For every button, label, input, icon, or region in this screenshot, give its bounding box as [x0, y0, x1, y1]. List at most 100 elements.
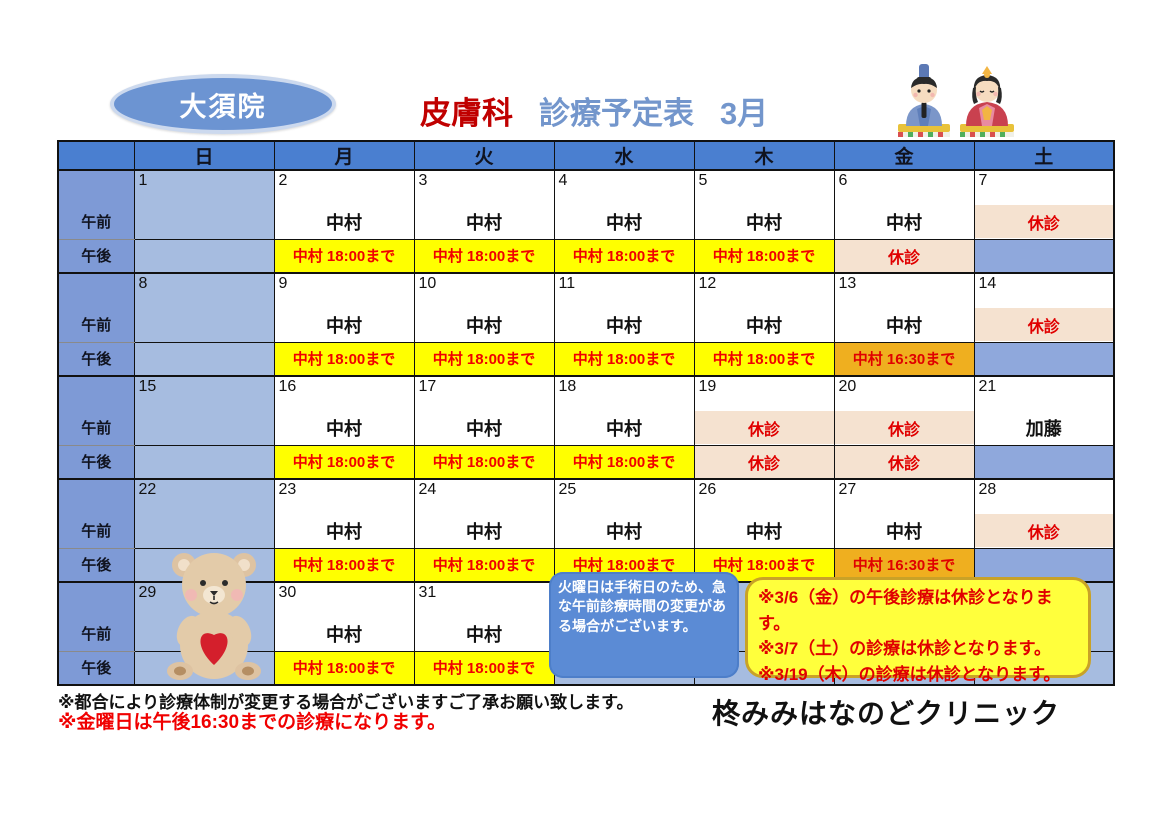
morning-staff: 休診: [975, 514, 1113, 547]
date-number: 21: [978, 378, 997, 395]
morning-staff: 中村: [886, 315, 922, 336]
morning-staff: 休診: [975, 205, 1113, 238]
morning-staff: 中村: [746, 315, 782, 336]
day-cell-afternoon: 中村 18:00まで: [413, 547, 555, 583]
day-cell-afternoon: 休診: [833, 444, 975, 480]
hina-dolls-icon: [898, 64, 1014, 137]
closure-notes-box: ※3/6（金）の午後診療は休診となります。 ※3/7（土）の診療は休診となります…: [745, 577, 1091, 684]
date-number: 23: [278, 481, 297, 498]
date-number: 24: [418, 481, 437, 498]
day-cell-morning: 20 休診: [833, 375, 975, 446]
morning-staff: 中村: [326, 315, 362, 336]
morning-staff: 休診: [835, 411, 973, 444]
day-cell-afternoon: [133, 341, 275, 377]
morning-staff: 中村: [326, 418, 362, 439]
day-cell-afternoon: [133, 238, 275, 274]
day-cell-morning: 6 中村: [833, 169, 975, 240]
date-number: 27: [838, 481, 857, 498]
day-cell-afternoon: [973, 341, 1115, 377]
weekday-sat: 土: [973, 140, 1115, 171]
date-number: 14: [978, 275, 997, 292]
time-label-morning: 午前: [57, 478, 135, 549]
day-cell-morning: 18 中村: [553, 375, 695, 446]
morning-staff: 中村: [326, 521, 362, 542]
day-cell-morning: 4 中村: [553, 169, 695, 240]
day-cell-morning: 7 休診: [973, 169, 1115, 240]
morning-staff: [135, 411, 273, 444]
day-cell-afternoon: [973, 238, 1115, 274]
weekday-sun: 日: [133, 140, 275, 171]
time-label-morning: 午前: [57, 375, 135, 446]
morning-staff: 中村: [746, 521, 782, 542]
day-cell-morning: 1: [133, 169, 275, 240]
day-cell-morning: 12 中村: [693, 272, 835, 343]
day-cell-afternoon: 中村 16:30まで: [833, 547, 975, 583]
morning-staff: 中村: [886, 521, 922, 542]
time-label-morning: 午前: [57, 272, 135, 343]
day-cell-afternoon: 休診: [693, 444, 835, 480]
morning-staff: [135, 205, 273, 238]
corner-cell: [57, 140, 135, 171]
day-cell-morning: 15: [133, 375, 275, 446]
date-number: 28: [978, 481, 997, 498]
date-number: 22: [138, 481, 157, 498]
morning-staff: 中村: [466, 521, 502, 542]
clinic-branch-badge: 大須院: [110, 74, 336, 134]
clinic-branch-label: 大須院: [179, 91, 267, 122]
day-cell-morning: 21 加藤: [973, 375, 1115, 446]
morning-staff: 中村: [326, 212, 362, 233]
date-number: 3: [418, 172, 428, 189]
date-number: 18: [558, 378, 577, 395]
date-number: 30: [278, 584, 297, 601]
closure-note-2: ※3/7（土）の診療は休診となります。: [758, 639, 1051, 658]
date-number: 8: [138, 275, 148, 292]
day-cell-afternoon: 中村 18:00まで: [413, 650, 555, 686]
teddy-bear-heart-icon: [167, 553, 261, 680]
title-schedule: 診療予定表: [539, 96, 694, 131]
day-cell-morning: 26 中村: [693, 478, 835, 549]
time-label-morning: 午前: [57, 169, 135, 240]
day-cell-morning: 5 中村: [693, 169, 835, 240]
day-cell-afternoon: 中村 18:00まで: [273, 444, 415, 480]
date-number: 15: [138, 378, 157, 395]
morning-staff: 中村: [466, 418, 502, 439]
weekday-wed: 水: [553, 140, 695, 171]
day-cell-afternoon: 中村 18:00まで: [413, 238, 555, 274]
date-number: 31: [418, 584, 437, 601]
surgery-note-text: 火曜日は手術日のため、急な午前診療時間の変更がある場合がございます。: [558, 579, 726, 634]
day-cell-morning: 31 中村: [413, 581, 555, 652]
weekday-fri: 金: [833, 140, 975, 171]
morning-staff: 中村: [606, 521, 642, 542]
morning-staff: 中村: [466, 624, 502, 645]
date-number: 7: [978, 172, 988, 189]
day-cell-afternoon: 中村 18:00まで: [273, 238, 415, 274]
date-number: 12: [698, 275, 717, 292]
morning-staff: 中村: [886, 212, 922, 233]
day-cell-morning: 28 休診: [973, 478, 1115, 549]
date-number: 26: [698, 481, 717, 498]
day-cell-afternoon: 中村 18:00まで: [273, 341, 415, 377]
day-cell-morning: 24 中村: [413, 478, 555, 549]
day-cell-afternoon: 中村 16:30まで: [833, 341, 975, 377]
day-cell-afternoon: 中村 18:00まで: [693, 341, 835, 377]
day-cell-morning: 23 中村: [273, 478, 415, 549]
date-number: 10: [418, 275, 437, 292]
day-cell-morning: 19 休診: [693, 375, 835, 446]
time-label-afternoon: 午後: [57, 341, 135, 377]
footer-note-friday: ※金曜日は午後16:30までの診療になります。: [58, 712, 447, 733]
footer-note-general: ※都合により診療体制が変更する場合がございますご了承お願い致します。: [58, 693, 634, 712]
date-number: 5: [698, 172, 708, 189]
morning-staff: 中村: [606, 315, 642, 336]
date-number: 17: [418, 378, 437, 395]
morning-staff: 中村: [326, 624, 362, 645]
clinic-name: 柊みみはなのどクリニック: [712, 698, 1061, 729]
morning-staff: 中村: [606, 418, 642, 439]
date-number: 20: [838, 378, 857, 395]
day-cell-afternoon: 中村 18:00まで: [693, 238, 835, 274]
date-number: 2: [278, 172, 288, 189]
date-number: 25: [558, 481, 577, 498]
time-label-morning: 午前: [57, 581, 135, 652]
time-label-afternoon: 午後: [57, 650, 135, 686]
time-label-afternoon: 午後: [57, 547, 135, 583]
